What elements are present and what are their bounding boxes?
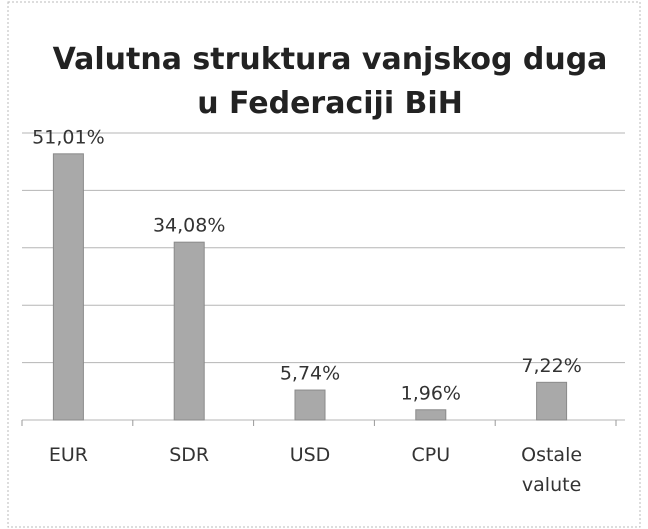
- x-tick-label: SDR: [169, 444, 210, 466]
- bar: [173, 241, 205, 421]
- bar: [536, 381, 568, 421]
- bar: [415, 409, 447, 421]
- chart-title: Valutna struktura vanjskog duga u Federa…: [52, 42, 608, 121]
- x-tick-label: USD: [289, 444, 331, 466]
- data-label: 1,96%: [401, 382, 461, 404]
- x-tick-label: Ostale valute: [521, 444, 583, 496]
- bar: [294, 389, 326, 421]
- data-label: 34,08%: [153, 215, 225, 237]
- x-tick-label: CPU: [411, 444, 451, 466]
- data-label: 51,01%: [32, 126, 104, 148]
- x-tick-label: EUR: [48, 444, 88, 466]
- data-label: 5,74%: [280, 363, 340, 385]
- data-label: 7,22%: [521, 355, 581, 377]
- frame: [7, 1, 641, 528]
- bar: [52, 153, 84, 421]
